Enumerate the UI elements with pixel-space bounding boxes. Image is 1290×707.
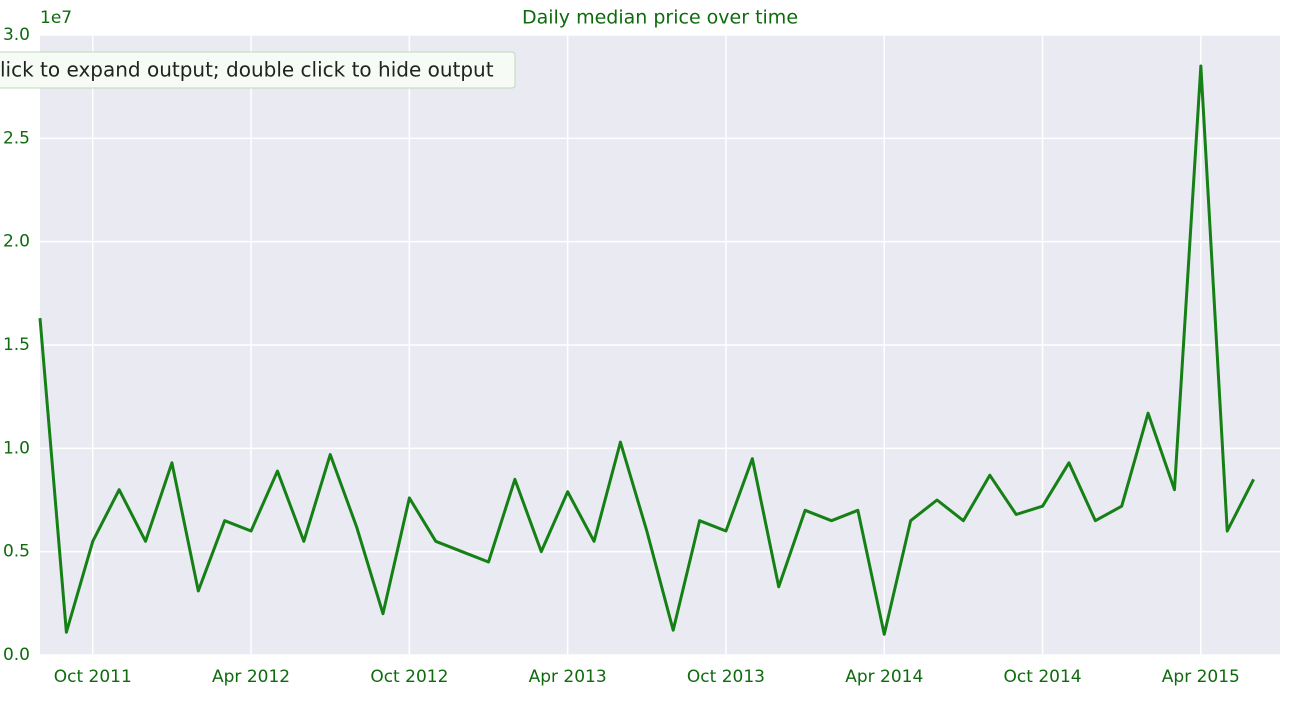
tooltip-box[interactable] — [0, 51, 516, 89]
x-tick-label: Apr 2015 — [1162, 667, 1240, 687]
line — [38, 64, 1255, 636]
y-tick-label: 0.0 — [3, 645, 30, 665]
y-tick-label: 0.5 — [3, 542, 30, 562]
tooltip[interactable]: lick to expand output; double click to h… — [0, 58, 494, 82]
chart-title: Daily median price over time — [522, 7, 798, 29]
x-tick-label: Apr 2012 — [212, 667, 290, 687]
y-tick-label: 3.0 — [3, 25, 30, 45]
y-offset-label: 1e7 — [40, 8, 72, 28]
x-tick-label: Oct 2014 — [1004, 667, 1082, 687]
y-tick-label: 2.0 — [3, 232, 30, 252]
x-tick-label: Oct 2013 — [687, 667, 765, 687]
x-tick-label: Oct 2011 — [54, 667, 132, 687]
y-tick-label: 2.5 — [3, 128, 30, 148]
y-tick-label: 1.0 — [3, 438, 30, 458]
x-tick-label: Oct 2012 — [370, 667, 448, 687]
x-tick-label: Apr 2013 — [529, 667, 607, 687]
y-tick-label: 1.5 — [3, 335, 30, 355]
x-tick-label: Apr 2014 — [845, 667, 923, 687]
